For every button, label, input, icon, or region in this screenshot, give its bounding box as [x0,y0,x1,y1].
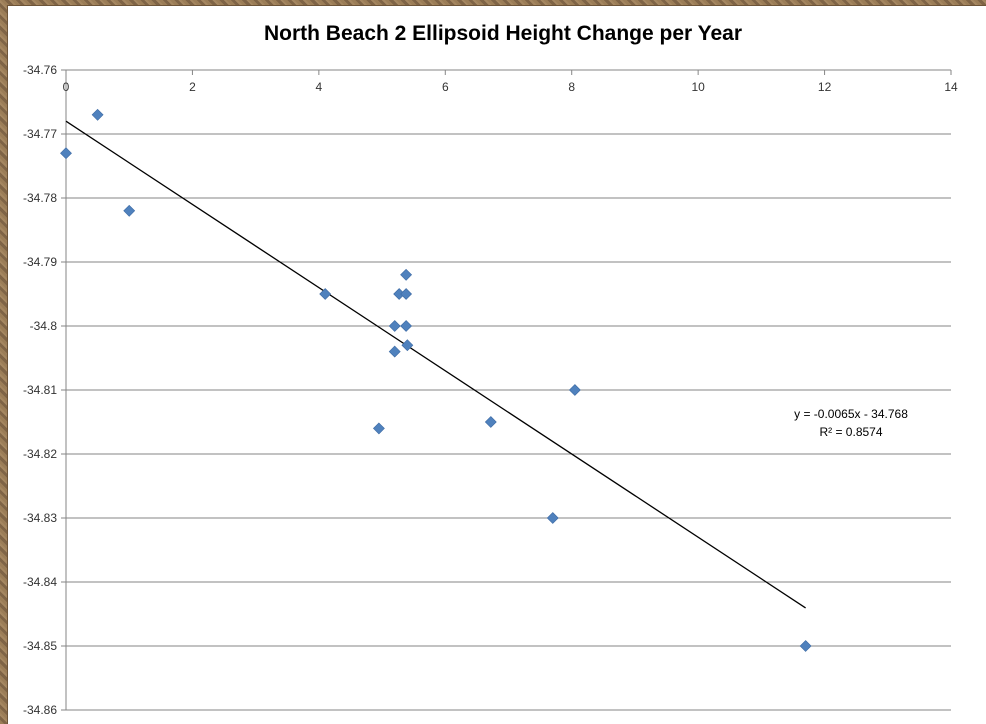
y-tick-label-5: -34.81 [23,383,57,397]
gridlines [66,69,951,711]
x-tick-label-1: 2 [189,80,196,94]
y-tick-label-8: -34.84 [23,575,57,589]
y-tick-label-6: -34.82 [23,447,57,461]
x-tick-label-3: 6 [442,80,449,94]
data-point-0-11 [401,339,414,352]
y-tick-label-0: -34.76 [23,63,57,77]
data-point-0-12 [484,416,497,428]
data-point-0-2 [123,204,136,217]
y-tick-label-10: -34.86 [23,703,57,717]
chart-title: North Beach 2 Ellipsoid Height Change pe… [264,22,742,45]
data-point-0-9 [400,288,413,300]
trendline-group [65,120,806,609]
tick-labels: -34.76 -34.77 -34.78 -34.79 -34.8 -34.81 -34.8… [23,63,958,717]
y-tick-label-1: -34.77 [23,127,57,141]
data-point-0-0 [60,147,72,160]
y-tick-label-4: -34.8 [30,319,58,333]
data-point-0-10 [400,320,413,332]
x-tick-label-4: 8 [568,80,575,94]
x-tick-label-0: 0 [63,80,70,94]
y-tick-label-7: -34.83 [23,511,57,525]
data-point-0-3 [319,288,332,300]
data-point-0-6 [388,345,401,358]
trendline-annotations: y = -0.0065x - 34.768 R² = 0.8574 [794,407,908,439]
x-tick-label-5: 10 [691,80,705,94]
x-tick-label-7: 14 [944,80,958,94]
y-tick-label-3: -34.79 [23,255,57,269]
data-point-0-13 [546,512,559,524]
trendline-r2: R² = 0.8574 [819,425,882,439]
trendline [65,120,806,609]
data-point-0-5 [388,320,401,332]
chart-area [8,6,986,724]
data-point-0-1 [91,108,104,121]
data-point-0-15 [799,640,812,652]
y-tick-label-9: -34.85 [23,639,57,653]
x-tick-label-6: 12 [818,80,832,94]
y-tick-label-2: -34.78 [23,191,57,205]
trendline-equation: y = -0.0065x - 34.768 [794,407,908,421]
x-tick-label-2: 4 [316,80,323,94]
data-points [60,108,812,652]
data-point-0-8 [400,268,413,281]
axes [61,69,952,711]
data-point-0-4 [372,422,385,435]
data-point-0-14 [568,384,581,396]
